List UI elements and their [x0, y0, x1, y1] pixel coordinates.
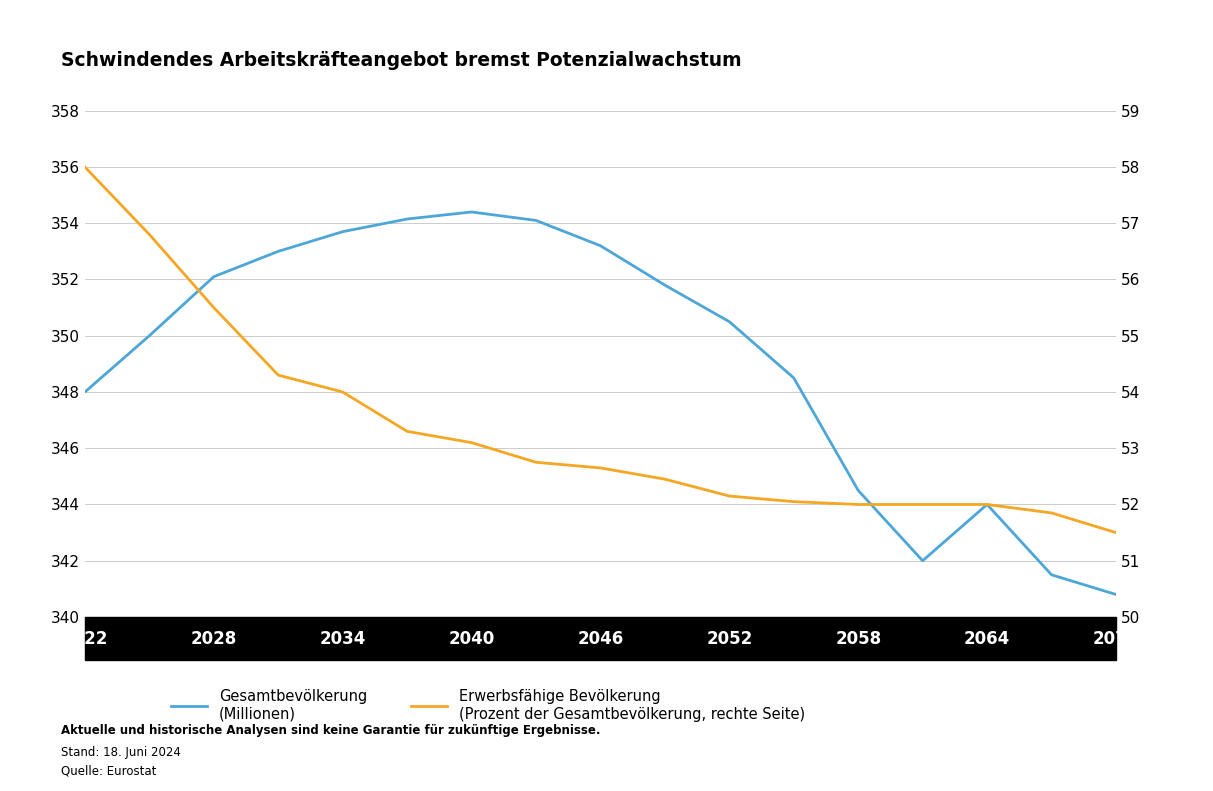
Text: 2034: 2034 — [319, 630, 366, 648]
Text: 2064: 2064 — [964, 630, 1010, 648]
Text: Quelle: Eurostat: Quelle: Eurostat — [61, 765, 156, 778]
Text: 2052: 2052 — [706, 630, 752, 648]
Text: Stand: 18. Juni 2024: Stand: 18. Juni 2024 — [61, 746, 181, 759]
Text: 2046: 2046 — [577, 630, 623, 648]
Text: 2040: 2040 — [449, 630, 495, 648]
Text: Aktuelle und historische Analysen sind keine Garantie für zukünftige Ergebnisse.: Aktuelle und historische Analysen sind k… — [61, 724, 600, 736]
Text: 2022: 2022 — [62, 630, 108, 648]
Text: 2058: 2058 — [835, 630, 882, 648]
Text: 2028: 2028 — [190, 630, 237, 648]
Legend: Gesamtbevölkerung
(Millionen), Erwerbsfähige Bevölkerung
(Prozent der Gesamtbevö: Gesamtbevölkerung (Millionen), Erwerbsfä… — [165, 683, 811, 728]
Text: Schwindendes Arbeitskräfteangebot bremst Potenzialwachstum: Schwindendes Arbeitskräfteangebot bremst… — [61, 51, 741, 70]
Text: 2070: 2070 — [1093, 630, 1139, 648]
